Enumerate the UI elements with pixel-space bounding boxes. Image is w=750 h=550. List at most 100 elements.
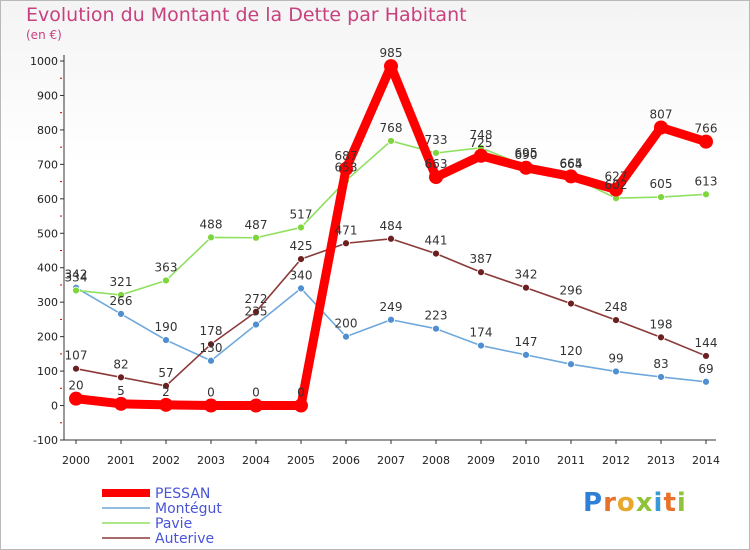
data-point-auterive <box>657 333 665 342</box>
x-tick-label: 2002 <box>152 454 180 467</box>
data-label-auterive: 198 <box>650 317 673 331</box>
x-tick-label: 2001 <box>107 454 135 467</box>
x-tick-label: 2013 <box>647 454 675 467</box>
data-label-pessan: 807 <box>650 107 673 121</box>
data-point-mont-gut <box>477 341 485 350</box>
data-point-mont-gut <box>522 350 530 359</box>
data-label-mont-gut: 99 <box>608 351 623 365</box>
data-point-pavie <box>297 223 305 232</box>
logo-letter: t <box>663 488 677 518</box>
x-tick-label: 2011 <box>557 454 585 467</box>
data-point-auterive <box>522 283 530 292</box>
data-point-mont-gut <box>387 315 395 324</box>
data-point-pavie <box>117 291 125 299</box>
data-label-mont-gut: 340 <box>290 268 313 282</box>
data-point-mont-gut <box>297 284 305 293</box>
logo-letter: i <box>653 488 664 518</box>
y-tick-label: 500 <box>37 227 58 240</box>
data-label-auterive: 296 <box>560 284 583 298</box>
data-label-pessan: 687 <box>335 149 358 163</box>
data-label-mont-gut: 223 <box>425 309 448 323</box>
y-tick-label: 0 <box>51 400 58 413</box>
data-label-mont-gut: 147 <box>515 335 538 349</box>
data-label-pavie: 733 <box>425 133 448 147</box>
data-point-pavie <box>162 276 170 285</box>
data-point-auterive <box>162 382 170 390</box>
data-point-pavie <box>207 233 215 242</box>
data-label-pavie: 517 <box>290 207 313 221</box>
data-point-mont-gut <box>162 336 170 344</box>
y-tick-label: 700 <box>37 158 58 171</box>
data-label-pessan: 690 <box>515 148 538 162</box>
data-label-pavie: 321 <box>110 275 133 289</box>
data-point-mont-gut <box>207 356 215 365</box>
data-label-pessan: 0 <box>252 386 260 400</box>
data-point-pessan <box>114 396 128 411</box>
data-label-auterive: 107 <box>65 349 88 363</box>
data-label-pessan: 627 <box>605 170 628 184</box>
data-label-pavie: 768 <box>380 121 403 135</box>
x-tick-label: 2010 <box>512 454 540 467</box>
data-point-pavie <box>72 286 80 295</box>
data-label-pavie: 653 <box>335 161 358 175</box>
data-label-auterive: 342 <box>515 268 538 282</box>
data-point-pessan <box>654 120 668 135</box>
data-label-pavie: 664 <box>560 157 583 171</box>
data-label-pavie: 613 <box>695 174 718 188</box>
data-label-pessan: 725 <box>470 136 493 150</box>
y-tick-label: 600 <box>37 193 58 206</box>
data-label-pessan: 0 <box>207 386 215 400</box>
data-label-auterive: 425 <box>290 239 313 253</box>
x-tick-label: 2014 <box>692 454 720 467</box>
data-label-pessan: 5 <box>117 384 125 398</box>
logo-letter: i <box>676 488 687 518</box>
data-point-pavie <box>432 149 440 157</box>
legend-label-auterive: Auterive <box>155 531 214 547</box>
data-label-pessan: 663 <box>425 157 448 171</box>
data-point-mont-gut <box>432 324 440 333</box>
data-point-pavie <box>252 233 260 242</box>
y-tick-label: 200 <box>37 331 58 344</box>
data-point-pavie <box>657 193 665 201</box>
data-point-pessan <box>69 391 83 406</box>
data-point-auterive <box>567 299 575 308</box>
data-label-mont-gut: 266 <box>110 294 133 308</box>
data-label-pavie: 602 <box>605 178 628 192</box>
data-point-auterive <box>387 234 395 243</box>
y-tick-label: 300 <box>37 296 58 309</box>
data-point-mont-gut <box>702 377 710 386</box>
data-label-auterive: 144 <box>695 336 718 350</box>
y-tick-label: 1000 <box>30 55 58 68</box>
axes: -100010020030040050060070080090010002000… <box>30 55 720 467</box>
data-point-auterive <box>252 307 260 316</box>
data-label-mont-gut: 120 <box>560 344 583 358</box>
data-point-pessan <box>294 398 308 413</box>
data-point-pavie <box>387 137 395 145</box>
x-tick-label: 2006 <box>332 454 360 467</box>
x-tick-label: 2000 <box>62 454 90 467</box>
data-label-mont-gut: 249 <box>380 300 403 314</box>
x-tick-label: 2005 <box>287 454 315 467</box>
data-point-mont-gut <box>612 367 620 376</box>
x-tick-label: 2007 <box>377 454 405 467</box>
legend-label-pavie: Pavie <box>155 516 192 532</box>
data-label-mont-gut: 130 <box>200 341 223 355</box>
data-point-mont-gut <box>567 360 575 369</box>
data-label-pavie: 363 <box>155 260 178 274</box>
data-label-auterive: 248 <box>605 300 628 314</box>
y-tick-label: 900 <box>37 89 58 102</box>
data-label-auterive: 272 <box>245 292 268 306</box>
data-label-auterive: 178 <box>200 324 223 338</box>
data-point-mont-gut <box>252 320 260 329</box>
data-label-pavie: 695 <box>515 146 538 160</box>
data-label-auterive: 387 <box>470 252 493 266</box>
data-label-mont-gut: 342 <box>65 268 88 282</box>
y-tick-label: 800 <box>37 124 58 137</box>
chart-title: Evolution du Montant de la Dette par Hab… <box>26 4 467 26</box>
data-point-pessan <box>564 169 578 184</box>
logo-letter: x <box>635 488 654 518</box>
logo-letter: P <box>583 488 604 518</box>
data-point-pessan <box>699 134 713 149</box>
